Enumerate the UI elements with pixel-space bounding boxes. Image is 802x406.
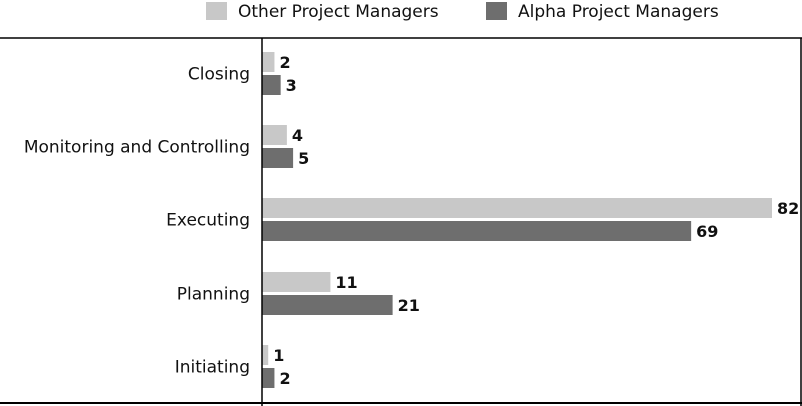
- bar-monitoring-and-controlling-alpha-project-managers: [262, 148, 294, 168]
- bars-group: 1 2 11 21 82 69 4 5 2 3: [262, 52, 799, 388]
- category-label-monitoring-and-controlling: Monitoring and Controlling: [24, 138, 250, 158]
- category-label-planning: Planning: [177, 285, 250, 305]
- category-label-initiating: Initiating: [175, 358, 250, 378]
- legend-label-alpha-project-managers: Alpha Project Managers: [518, 2, 719, 22]
- value-label-closing-other-project-managers: 2: [279, 53, 290, 72]
- value-label-initiating-alpha-project-managers: 2: [279, 369, 290, 388]
- category-label-executing: Executing: [166, 211, 250, 231]
- legend-swatch-other-project-managers: [206, 2, 227, 20]
- legend-swatch-alpha-project-managers: [486, 2, 507, 20]
- category-labels: Initiating Planning Executing Monitoring an…: [24, 65, 250, 378]
- value-label-executing-other-project-managers: 82: [777, 199, 799, 218]
- bar-executing-alpha-project-managers: [262, 221, 692, 241]
- value-label-initiating-other-project-managers: 1: [273, 346, 284, 365]
- bar-initiating-alpha-project-managers: [262, 368, 275, 388]
- value-label-planning-alpha-project-managers: 21: [398, 296, 420, 315]
- value-label-monitoring-and-controlling-other-project-managers: 4: [292, 126, 303, 145]
- bar-initiating-other-project-managers: [262, 345, 269, 365]
- value-label-monitoring-and-controlling-alpha-project-managers: 5: [298, 149, 309, 168]
- bar-closing-other-project-managers: [262, 52, 275, 72]
- bar-executing-other-project-managers: [262, 198, 772, 218]
- legend-label-other-project-managers: Other Project Managers: [238, 2, 439, 22]
- bar-monitoring-and-controlling-other-project-managers: [262, 125, 287, 145]
- category-label-closing: Closing: [188, 65, 250, 85]
- bar-planning-alpha-project-managers: [262, 295, 393, 315]
- legend: Other Project Managers Alpha Project Mana…: [206, 2, 719, 22]
- axes-group: [0, 37, 802, 406]
- bar-planning-other-project-managers: [262, 272, 331, 292]
- bar-closing-alpha-project-managers: [262, 75, 281, 95]
- value-label-closing-alpha-project-managers: 3: [286, 76, 297, 95]
- value-label-executing-alpha-project-managers: 69: [696, 222, 718, 241]
- value-label-planning-other-project-managers: 11: [335, 273, 357, 292]
